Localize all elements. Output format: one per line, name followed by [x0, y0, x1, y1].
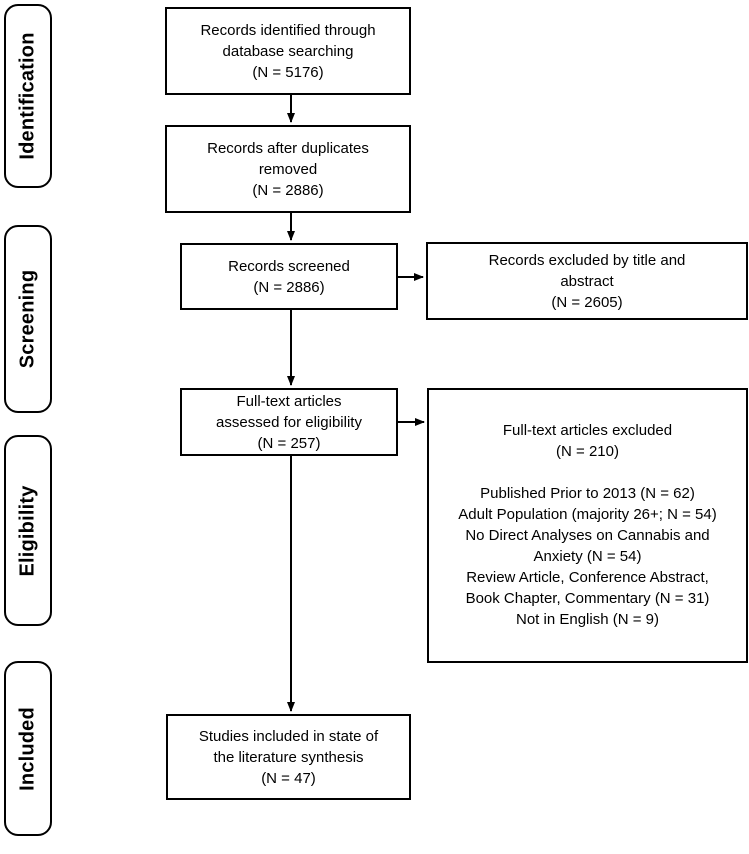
- fulltext-excluded-reasons: Published Prior to 2013 (N = 62) Adult P…: [429, 483, 746, 630]
- stage-screening: Screening: [4, 225, 52, 413]
- stage-identification-label: Identification: [16, 32, 39, 160]
- box-records-excluded-title-abstract: Records excluded by title and abstract (…: [426, 242, 748, 320]
- exclusion-reason: Published Prior to 2013 (N = 62): [480, 485, 695, 502]
- exclusion-reason: Adult Population (majority 26+; N = 54): [458, 506, 717, 523]
- box-studies-included: Studies included in state of the literat…: [166, 714, 411, 800]
- stage-eligibility-label: Eligibility: [16, 484, 39, 577]
- box-records-screened: Records screened (N = 2886): [180, 243, 398, 310]
- exclusion-reason: Not in English (N = 9): [516, 611, 659, 628]
- fulltext-excluded-title: Full-text articles excluded (N = 210): [502, 422, 673, 460]
- exclusion-reason: Review Article, Conference Abstract, Boo…: [465, 569, 710, 607]
- stage-identification: Identification: [4, 4, 52, 188]
- box-fulltext-assessed: Full-text articles assessed for eligibil…: [180, 388, 398, 456]
- box-fulltext-excluded: Full-text articles excluded (N = 210) Pu…: [427, 388, 748, 663]
- stage-included: Included: [4, 661, 52, 836]
- box-records-after-duplicates: Records after duplicates removed (N = 28…: [165, 125, 411, 213]
- stage-eligibility: Eligibility: [4, 435, 52, 626]
- stage-included-label: Included: [16, 706, 39, 791]
- exclusion-reason: No Direct Analyses on Cannabis and Anxie…: [465, 527, 710, 565]
- box-records-identified: Records identified through database sear…: [165, 7, 411, 95]
- stage-screening-label: Screening: [16, 269, 39, 369]
